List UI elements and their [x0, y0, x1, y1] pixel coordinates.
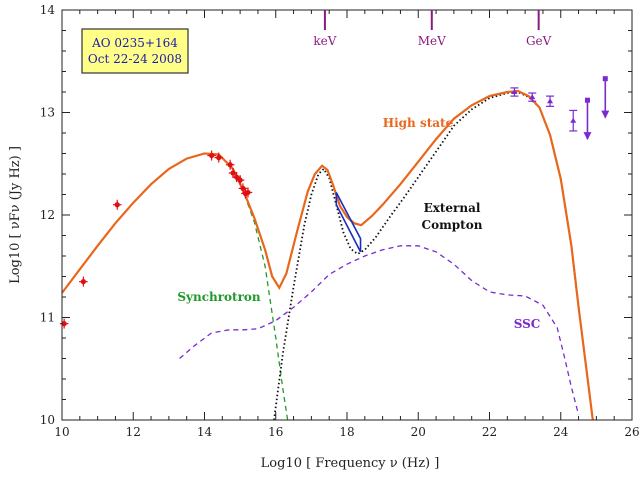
label-high-state: High state — [383, 116, 454, 130]
point-purple — [511, 89, 518, 94]
point-purple — [570, 117, 577, 123]
upper-limit-arrowhead — [583, 132, 592, 141]
series-ssc — [179, 245, 580, 416]
data-points — [59, 76, 610, 329]
point-red — [80, 279, 86, 285]
label-compton: Compton — [422, 218, 483, 232]
upper-limit-arrowhead — [601, 110, 610, 119]
y-tick-label: 12 — [40, 208, 55, 222]
y-tick-label: 13 — [40, 106, 55, 120]
point-red — [61, 321, 67, 327]
series-high-state — [62, 89, 594, 420]
info-box — [81, 28, 189, 74]
x-tick-label: 26 — [624, 425, 639, 439]
label-external: External — [424, 201, 481, 215]
energy-marker-label: keV — [313, 34, 336, 48]
point-red — [230, 170, 236, 176]
point-red — [245, 189, 251, 196]
x-tick-label: 18 — [339, 425, 354, 439]
y-tick-label: 11 — [40, 311, 55, 325]
point-purple — [529, 94, 536, 100]
x-tick-label: 16 — [268, 425, 283, 439]
point-red — [209, 152, 215, 159]
energy-marker-label: MeV — [418, 34, 446, 48]
point-red — [237, 177, 243, 183]
xray-bowtie — [335, 192, 362, 253]
series-external-compton — [273, 91, 594, 420]
xray-bowtie-outline — [335, 192, 362, 253]
x-tick-label: 22 — [482, 425, 497, 439]
info-box-source: AO 0235+164 — [91, 36, 178, 50]
model-curves — [62, 89, 594, 420]
x-tick-label: 20 — [411, 425, 426, 439]
point-red — [216, 155, 222, 161]
energy-marker-label: GeV — [526, 34, 552, 48]
y-tick-label: 10 — [40, 413, 55, 427]
y-tick-label: 14 — [40, 3, 56, 17]
point-red — [227, 162, 233, 168]
point-red — [114, 202, 120, 208]
info-box-date: Oct 22-24 2008 — [88, 52, 182, 66]
axis-ticks: 10 12 14 16 18 20 22 24 26 10 11 12 13 14 — [40, 3, 640, 439]
energy-markers: keV MeV GeV — [313, 10, 552, 48]
point-red — [240, 185, 246, 191]
label-ssc: SSC — [514, 317, 541, 331]
x-axis-label: Log10 [ Frequency ν (Hz) ] — [261, 456, 440, 471]
point-purple — [547, 98, 554, 104]
label-synchrotron: Synchrotron — [177, 290, 261, 304]
x-tick-label: 12 — [126, 425, 141, 439]
x-tick-label: 14 — [197, 425, 213, 439]
y-axis-label: Log10 [ νFν (Jy Hz) ] — [8, 146, 23, 284]
point-red — [233, 174, 240, 180]
x-tick-label: 24 — [553, 425, 569, 439]
x-tick-label: 10 — [54, 425, 69, 439]
